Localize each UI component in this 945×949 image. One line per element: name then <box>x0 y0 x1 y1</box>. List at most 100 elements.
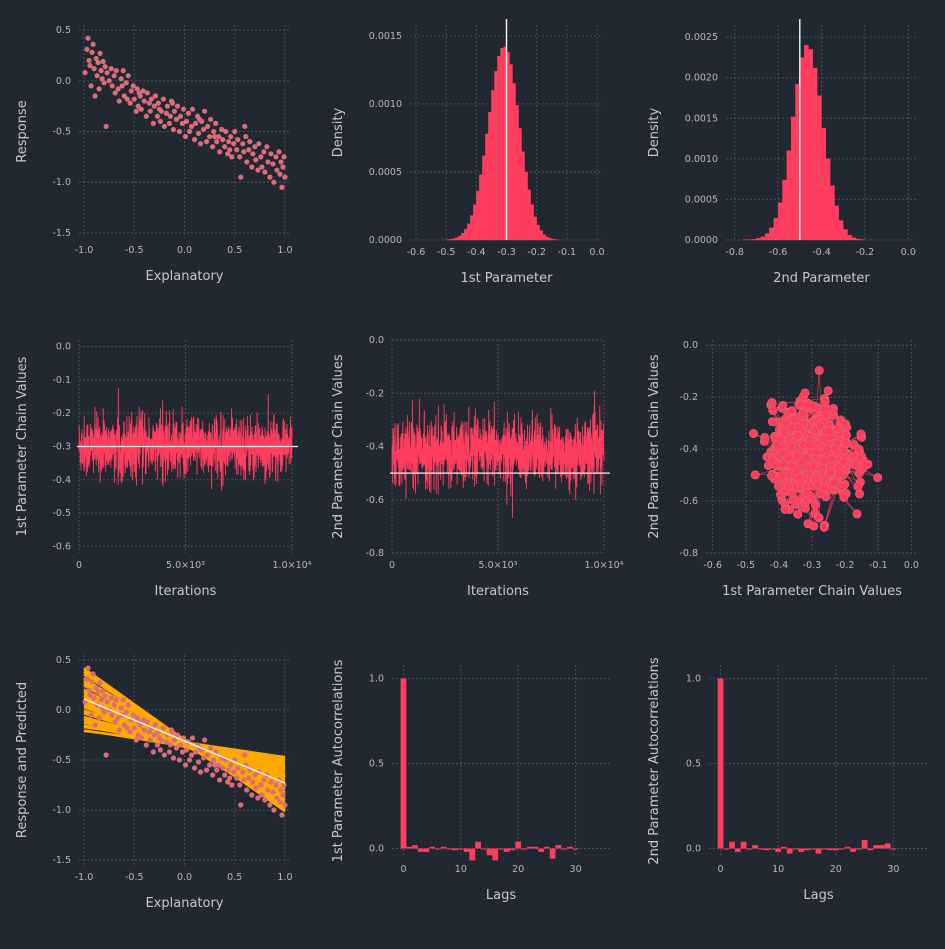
data-point <box>212 762 217 767</box>
joint-chain-point <box>768 417 776 425</box>
y-tick-label: -0.4 <box>52 475 71 486</box>
data-point <box>85 665 90 670</box>
histogram-bar <box>752 239 756 240</box>
y-axis-label: Density <box>331 107 346 157</box>
autocorrelation-bar <box>816 849 822 854</box>
joint-chain-point <box>834 425 842 433</box>
y-tick-label: 0.0 <box>369 335 384 346</box>
y-tick-label: 0.0005 <box>369 167 402 178</box>
data-point <box>240 769 245 774</box>
autocorrelation-bar <box>521 849 527 850</box>
x-axis-label: 1st Parameter Chain Values <box>722 584 902 599</box>
histogram-bar <box>791 117 795 240</box>
data-point <box>210 144 215 149</box>
autocorrelation-bar <box>844 847 850 849</box>
data-point <box>104 124 109 129</box>
y-tick-label: 0.0010 <box>369 99 402 110</box>
histogram-bar <box>756 238 760 240</box>
y-axis-label: 1st Parameter Autocorrelations <box>331 659 346 862</box>
joint-chain-point <box>819 457 827 465</box>
y-axis-label: 2nd Parameter Chain Values <box>647 354 662 539</box>
autocorrelation-bar <box>424 849 430 852</box>
histogram-bar <box>461 233 464 240</box>
autocorrelation-bar <box>775 849 781 852</box>
histogram-bar <box>765 234 769 240</box>
data-point <box>170 729 175 734</box>
data-point <box>273 782 278 787</box>
y-tick-label: 0.0010 <box>685 154 718 165</box>
x-axis-label: Lags <box>486 888 516 903</box>
joint-chain-point <box>795 423 803 431</box>
histogram-bar <box>543 235 546 240</box>
joint-chain-point <box>842 431 850 439</box>
autocorrelation-bar <box>752 845 758 848</box>
y-tick-label: 1.0 <box>686 674 701 685</box>
autocorrelation-bar <box>429 847 435 849</box>
data-point <box>238 802 243 807</box>
x-tick-label: -0.1 <box>558 247 577 258</box>
data-point <box>155 114 160 119</box>
joint-chain-point <box>793 452 801 460</box>
data-point <box>243 134 248 139</box>
data-point <box>271 180 276 185</box>
x-tick-label: -0.3 <box>497 247 516 258</box>
joint-chain-point <box>824 387 832 395</box>
y-tick-label: -1.0 <box>52 805 71 816</box>
data-point <box>244 787 249 792</box>
autocorrelation-bar <box>406 847 412 849</box>
autocorrelation-bar <box>850 849 856 852</box>
autocorrelation-bar <box>538 849 544 852</box>
autocorrelation-bar <box>891 849 897 850</box>
x-axis-label: Lags <box>803 888 833 903</box>
histogram-bar <box>497 56 500 240</box>
histogram-bar <box>525 172 528 240</box>
autocorrelation-bar <box>873 845 879 848</box>
y-tick-label: -0.4 <box>679 444 698 455</box>
autocorrelation-bar <box>487 849 493 856</box>
data-point <box>231 769 236 774</box>
joint-chain-point <box>827 455 835 463</box>
data-point <box>256 141 261 146</box>
histogram-bar <box>852 238 856 240</box>
histogram-bar <box>546 237 549 240</box>
x-tick-label: -0.3 <box>803 560 822 571</box>
data-point <box>222 144 227 149</box>
data-point <box>139 107 144 112</box>
data-point <box>202 109 207 114</box>
y-tick-label: -0.8 <box>679 548 698 559</box>
data-point <box>157 107 162 112</box>
data-point <box>229 782 234 787</box>
autocorrelation-bar <box>515 842 521 849</box>
data-point <box>134 737 139 742</box>
data-point <box>187 129 192 134</box>
data-point <box>99 68 104 73</box>
x-tick-label: 0.0 <box>901 247 916 258</box>
joint-chain-point <box>857 430 865 438</box>
y-axis-label: Density <box>647 107 662 157</box>
autocorrelation-bar <box>810 849 816 850</box>
data-point <box>220 765 225 770</box>
data-point <box>196 131 201 136</box>
data-point <box>214 139 219 144</box>
data-point <box>119 76 124 81</box>
data-point <box>259 164 264 169</box>
data-point <box>249 792 254 797</box>
data-point <box>244 159 249 164</box>
data-point <box>90 42 95 47</box>
x-tick-label: 5.0×10³ <box>166 560 205 571</box>
histogram-bar <box>848 235 852 240</box>
histogram-bar <box>476 191 479 240</box>
x-tick-label: 5.0×10³ <box>479 560 518 571</box>
histogram-bar <box>516 105 519 240</box>
data-point <box>107 78 112 83</box>
data-point <box>128 729 133 734</box>
data-point <box>184 747 189 752</box>
data-point <box>211 757 216 762</box>
histogram-bar <box>804 45 808 240</box>
data-point <box>144 742 149 747</box>
y-tick-label: -0.5 <box>52 127 71 138</box>
data-point <box>89 679 94 684</box>
